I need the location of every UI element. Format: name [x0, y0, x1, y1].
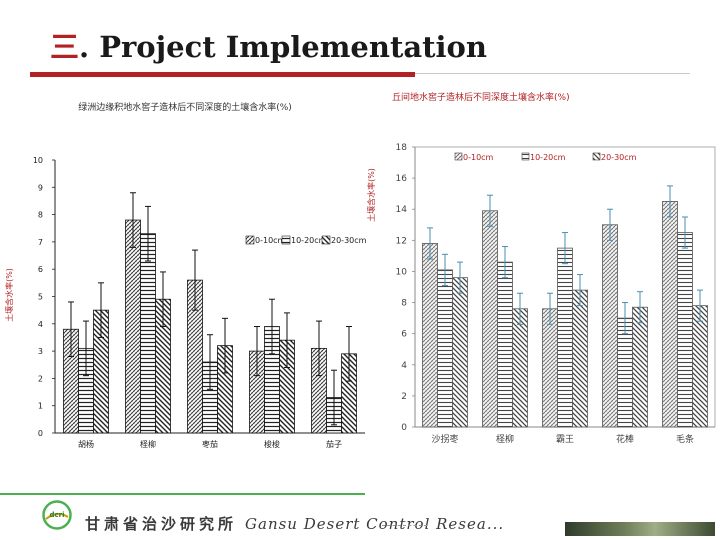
- y-tick-label: 0: [401, 423, 407, 433]
- bar-1-0-0: [422, 243, 438, 428]
- legend: 0-10cm 10-20cm 20-30cm: [454, 152, 637, 162]
- bar-1-0-1: [482, 210, 498, 428]
- y-tick-label: 6: [38, 265, 43, 274]
- legend-label-1: 10-20cm: [291, 236, 327, 245]
- legend-label-0: 0-10cm: [463, 153, 494, 162]
- y-tick-label: 0: [38, 429, 43, 438]
- title-divider: [415, 73, 690, 74]
- y-tick-label: 10: [396, 267, 408, 277]
- slide-title: 三. Project Implementation: [50, 24, 487, 66]
- bar-1-1-4: [677, 232, 693, 428]
- footer-en: Gansu Desert Control Resea...: [245, 515, 505, 533]
- legend-label-1: 10-20cm: [530, 153, 566, 162]
- y-tick-label: 18: [396, 143, 408, 153]
- y-tick-label: 7: [38, 238, 43, 247]
- bar-1-1-2: [557, 247, 573, 428]
- y-tick-label: 10: [33, 156, 43, 165]
- bar-1-1-3: [617, 317, 633, 428]
- bar-1-1-0: [437, 269, 453, 428]
- y-tick-label: 2: [38, 374, 43, 383]
- y-tick-label: 2: [401, 392, 407, 402]
- legend-label-2: 20-30cm: [331, 236, 367, 245]
- institute-logo: dcri: [42, 500, 72, 530]
- y-tick-label: 4: [401, 361, 407, 371]
- x-tick-label: 梭梭: [264, 439, 280, 449]
- x-tick-label: 柽柳: [140, 439, 156, 449]
- bar-1-2-3: [632, 306, 648, 428]
- bar-1-2-4: [692, 305, 708, 428]
- x-tick-label: 枣茄: [202, 439, 218, 449]
- bar-1-0-2: [542, 308, 558, 428]
- y-tick-label: 4: [38, 320, 43, 329]
- y-tick-label: 14: [396, 205, 408, 215]
- y-axis-label: 土壤含水率(%): [4, 268, 14, 322]
- y-tick-label: 5: [38, 293, 43, 302]
- bar-1-2-0: [452, 277, 468, 428]
- bar-1-2-2: [572, 289, 588, 428]
- footer-rule: [0, 493, 365, 495]
- y-tick-label: 12: [396, 236, 407, 246]
- legend-swatch-1: [281, 235, 291, 245]
- y-tick-label: 3: [38, 347, 43, 356]
- bar-1-0-4: [662, 201, 678, 428]
- y-tick-label: 1: [38, 402, 43, 411]
- title-underline: [30, 72, 415, 77]
- bar-0-1-1: [140, 233, 156, 434]
- bar-0-0-1: [125, 219, 141, 434]
- x-tick-label: 柽柳: [496, 433, 514, 445]
- x-tick-label: 胡杨: [78, 439, 94, 449]
- y-tick-label: 9: [38, 183, 43, 192]
- y-tick-label: 16: [396, 174, 408, 184]
- bar-1-2-1: [512, 308, 528, 428]
- bar-1-1-1: [497, 261, 513, 428]
- y-tick-label: 6: [401, 330, 407, 340]
- legend-label-2: 20-30cm: [601, 153, 637, 162]
- chart-oasis-edge: 绿洲边缘积地水窖子造林后不同深度的土壤含水率(%) 土壤含水率(%) 0 1 2 3 4…: [4, 101, 367, 449]
- x-tick-label: 茄子: [326, 439, 342, 449]
- x-tick-label: 沙拐枣: [431, 433, 458, 445]
- y-tick-label: 8: [38, 211, 43, 220]
- legend-swatch-2: [321, 235, 331, 245]
- footer-image-strip: [565, 522, 715, 536]
- y-axis-label: 土壤含水率(%): [366, 168, 376, 222]
- legend: 0-10cm 10-20cm 20-30cm: [245, 235, 367, 245]
- footer-cn: 甘肃省治沙研究所: [85, 515, 238, 533]
- x-tick-label: 霸王: [556, 434, 574, 445]
- legend-swatch-1: [521, 152, 530, 161]
- chart-title: 绿洲边缘积地水窖子造林后不同深度的土壤含水率(%): [78, 101, 292, 113]
- y-tick-label: 8: [401, 299, 407, 309]
- legend-swatch-0: [245, 235, 255, 245]
- footer-dots: [382, 525, 427, 526]
- bar-1-0-3: [602, 224, 618, 428]
- chart-interdune: 丘间地水窖子造林后不同深度土壤含水率(%) 土壤含水率(%) 0 2 4 6 8 10 12…: [366, 91, 716, 445]
- legend-label-0: 0-10cm: [255, 236, 286, 245]
- chart-title: 丘间地水窖子造林后不同深度土壤含水率(%): [392, 91, 570, 103]
- title-number: 三: [50, 30, 80, 64]
- x-tick-label: 花棒: [616, 433, 634, 445]
- legend-swatch-0: [454, 152, 463, 161]
- footer-institute: 甘肃省治沙研究所 Gansu Desert Control Resea...: [85, 513, 504, 534]
- title-text: . Project Implementation: [79, 30, 487, 64]
- svg-text:dcri: dcri: [49, 511, 64, 519]
- legend-swatch-2: [592, 152, 601, 161]
- x-tick-label: 毛条: [676, 433, 694, 445]
